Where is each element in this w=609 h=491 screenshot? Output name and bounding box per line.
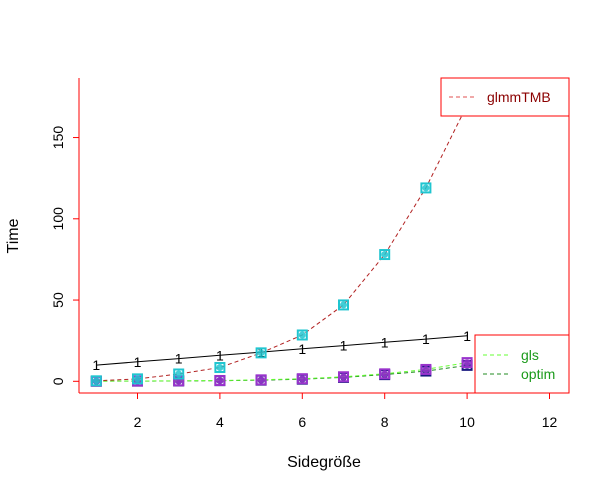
reference-point-label: 1 (298, 341, 306, 357)
y-axis-ticks: 0 50 100 150 (50, 126, 79, 385)
glmmtmb-series-line (96, 104, 468, 382)
gls-point-marker (255, 374, 267, 386)
glmmtmb-point-marker (173, 368, 185, 380)
glmmtmb-point-marker (420, 182, 432, 194)
reference-series-line (96, 335, 468, 366)
glmmtmb-point-marker (379, 249, 391, 261)
glmmtmb-point-dot (175, 370, 183, 378)
glmmtmb-point-dot (216, 363, 224, 371)
x-tick-label: 4 (216, 414, 224, 430)
glmmtmb-point-dot (134, 375, 141, 383)
gls-point-dot (422, 365, 430, 373)
gls-point-marker (420, 363, 432, 375)
glmmtmb-point-dot (422, 184, 430, 192)
reference-point-label: 1 (175, 351, 183, 367)
x-axis-title: Sidegröße (287, 454, 361, 471)
gls-series-line (96, 362, 468, 382)
legend-box (474, 334, 570, 394)
reference-point-label: 1 (216, 347, 224, 363)
glmmtmb-point-dot (340, 301, 347, 309)
reference-point-label: 1 (463, 328, 471, 344)
y-tick-label: 50 (50, 292, 66, 308)
legend-bottom-right: gls optim (474, 334, 570, 394)
x-tick-label: 12 (542, 414, 558, 430)
gls-point-dot (463, 359, 471, 367)
reference-point-label: 1 (422, 331, 430, 347)
glmmtmb-point-marker (214, 361, 226, 373)
glmmtmb-point-dot (257, 349, 265, 357)
gls-point-marker (214, 374, 226, 386)
glmmtmb-point-marker (132, 373, 143, 385)
legend-label: gls (521, 347, 539, 363)
reference-point-label: 1 (92, 357, 100, 373)
glmmtmb-point-dot (381, 251, 389, 259)
x-axis-ticks: 2 4 6 8 10 12 (134, 393, 558, 430)
legend-label: optim (521, 366, 555, 382)
gls-point-dot (257, 376, 265, 384)
y-axis-title: Time (5, 218, 22, 253)
gls-point-marker (338, 371, 349, 383)
y-tick-label: 150 (50, 126, 66, 150)
glmmtmb-point-marker (90, 375, 102, 387)
gls-point-dot (298, 375, 306, 383)
legend-top-right: glmmTMB (440, 77, 570, 117)
gls-point-dot (340, 373, 347, 381)
glmmtmb-point-dot (92, 377, 100, 385)
reference-point-label: 1 (340, 338, 348, 354)
x-tick-label: 6 (298, 414, 306, 430)
gls-point-marker (296, 373, 308, 385)
gls-point-dot (381, 370, 389, 378)
glmmtmb-point-marker (296, 329, 308, 341)
reference-point-label: 1 (381, 334, 389, 350)
x-tick-label: 2 (134, 414, 142, 430)
x-tick-label: 10 (459, 414, 475, 430)
gls-point-dot (216, 376, 224, 384)
y-tick-label: 0 (50, 377, 66, 385)
glmmtmb-point-marker (338, 299, 349, 311)
gls-point-marker (461, 357, 473, 369)
glmmtmb-point-marker (255, 347, 267, 359)
legend-box (440, 77, 570, 117)
series-layer: 1111111111 (90, 99, 473, 387)
gls-point-marker (379, 368, 391, 380)
glmmtmb-point-dot (298, 331, 306, 339)
x-tick-label: 8 (381, 414, 389, 430)
legend-label: glmmTMB (487, 89, 551, 105)
reference-point-label: 1 (134, 354, 142, 370)
y-tick-label: 100 (50, 207, 66, 231)
